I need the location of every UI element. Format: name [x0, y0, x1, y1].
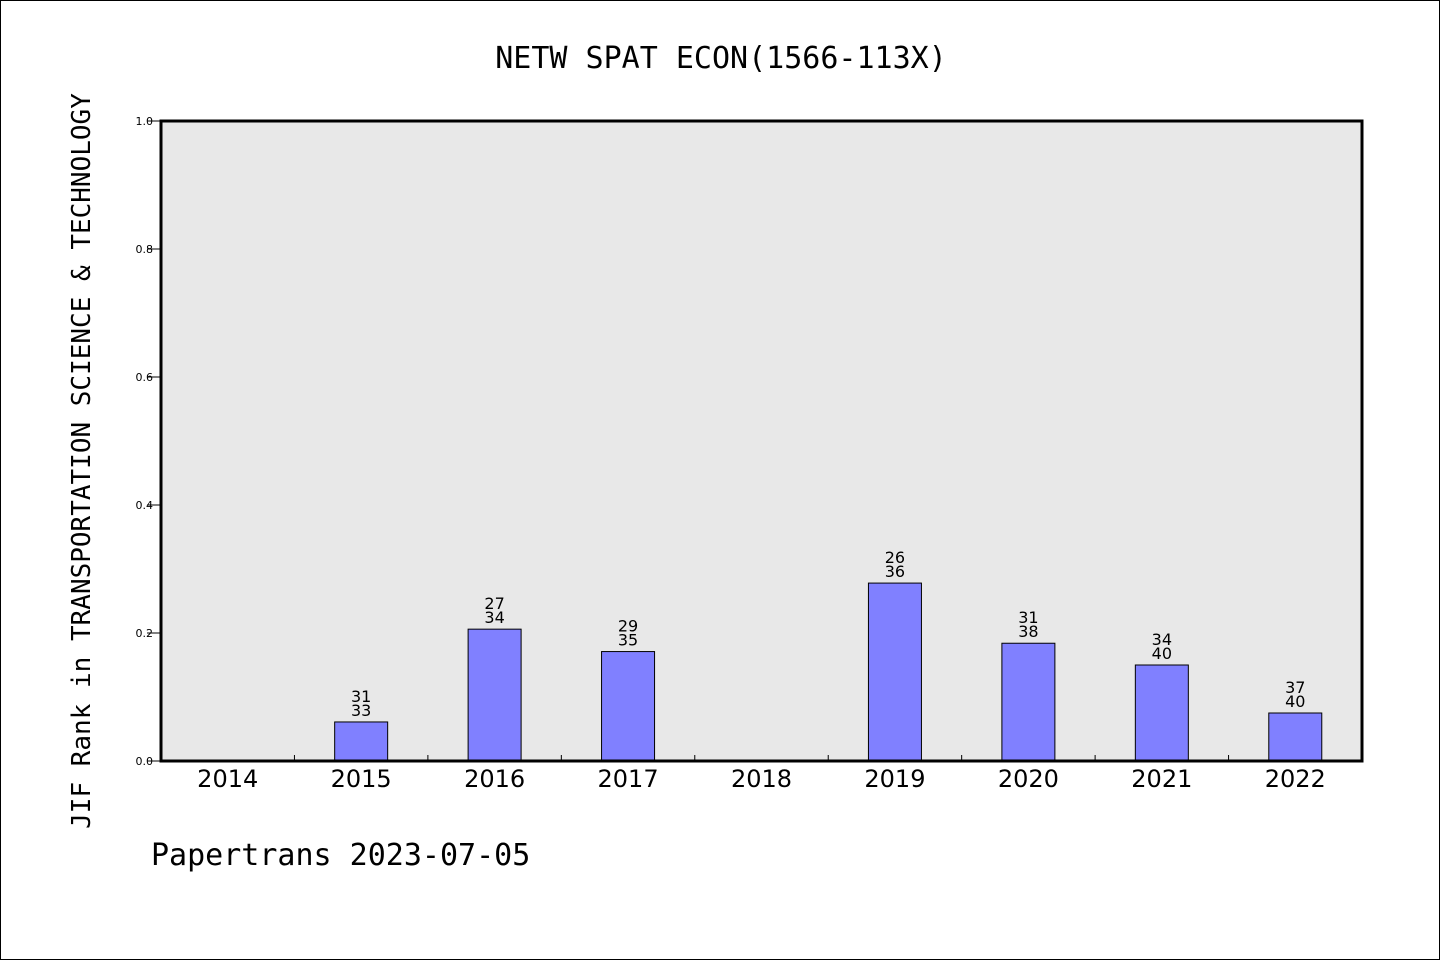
bar-total-label: 38 — [1018, 622, 1038, 641]
x-tick-label: 2015 — [331, 765, 392, 793]
bar-total-label: 34 — [484, 608, 504, 627]
bar-2020 — [1001, 642, 1056, 762]
footer-text: Papertrans 2023-07-05 — [151, 838, 530, 873]
y-tick-label: 0.6 — [136, 371, 154, 384]
bar-rank-label: 26 — [885, 548, 905, 567]
x-tick-label: 2014 — [197, 765, 258, 793]
bar-rank-label: 31 — [351, 687, 371, 706]
y-ticks-group: 0.0 0.2 0.4 0.6 0.8 1.0 — [136, 115, 161, 768]
chart-title: NETW SPAT ECON(1566-113X) — [495, 41, 947, 76]
bar-total-label: 33 — [351, 701, 371, 720]
y-axis-label: JIF Rank in TRANSPORTATION SCIENCE & TEC… — [67, 93, 97, 829]
bar-2017 — [601, 651, 656, 762]
bar-rank-label: 34 — [1152, 630, 1172, 649]
x-tick-label: 2019 — [864, 765, 925, 793]
plot-area — [161, 121, 1362, 761]
bar-total-label: 40 — [1152, 644, 1172, 663]
x-tick-label: 2021 — [1131, 765, 1192, 793]
bar-rank-label: 29 — [618, 617, 638, 636]
x-ticks-group: 2014 2015 2016 2017 2018 2019 2020 2021 2022 — [197, 755, 1326, 793]
x-tick-label: 2020 — [998, 765, 1059, 793]
x-tick-label: 2017 — [598, 765, 659, 793]
x-tick-label: 2016 — [464, 765, 525, 793]
bar-rank-label: 27 — [484, 594, 504, 613]
bar-total-label: 36 — [885, 562, 905, 581]
y-tick-label: 0.2 — [136, 627, 154, 640]
y-tick-label: 0.8 — [136, 243, 154, 256]
y-tick-label: 0.4 — [136, 499, 154, 512]
bar-2022 — [1268, 712, 1323, 762]
bar-2015 — [334, 721, 389, 762]
bar-2021 — [1134, 664, 1189, 762]
bar-2019 — [867, 582, 922, 762]
bar-total-label: 40 — [1285, 692, 1305, 711]
bar-2016 — [467, 628, 522, 762]
y-tick-label: 0.0 — [136, 755, 154, 768]
y-tick-label: 1.0 — [136, 115, 154, 128]
x-tick-label: 2018 — [731, 765, 792, 793]
bar-total-label: 35 — [618, 631, 638, 650]
plot-border — [159, 119, 1364, 763]
bar-rank-label: 37 — [1285, 678, 1305, 697]
x-tick-label: 2022 — [1265, 765, 1326, 793]
bar-rank-label: 31 — [1018, 608, 1038, 627]
